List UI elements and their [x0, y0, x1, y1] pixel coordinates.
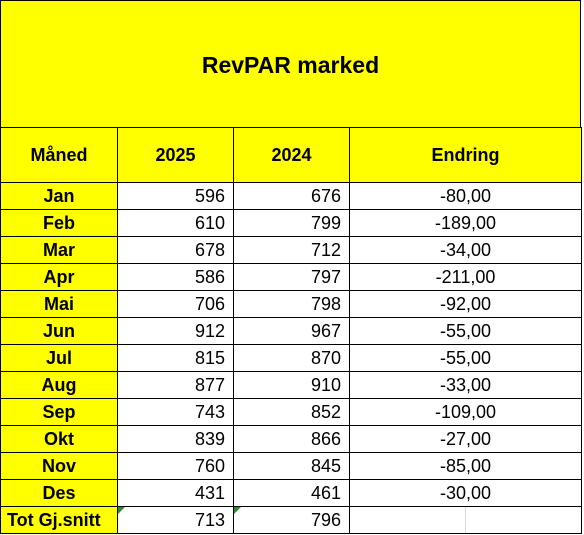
change-cell[interactable]: -85,00: [349, 452, 582, 480]
change-cell[interactable]: -55,00: [349, 344, 582, 372]
table-row: Feb 610 799 -189,00: [0, 209, 582, 237]
month-cell[interactable]: Jun: [0, 317, 118, 345]
month-cell[interactable]: Mar: [0, 236, 118, 264]
change-cell[interactable]: -27,00: [349, 425, 582, 453]
header-change[interactable]: Endring: [349, 127, 582, 183]
value-2024-cell[interactable]: 799: [233, 209, 350, 237]
value-2025-cell[interactable]: 743: [117, 398, 234, 426]
value-2025-cell[interactable]: 877: [117, 371, 234, 399]
total-label-cell[interactable]: Tot Gj.snitt: [0, 506, 118, 534]
month-cell[interactable]: Aug: [0, 371, 118, 399]
value-2024-cell[interactable]: 910: [233, 371, 350, 399]
revpar-table: Måned 2025 2024 Endring Jan 596 676 -80,00 F…: [0, 127, 582, 534]
month-cell[interactable]: Des: [0, 479, 118, 507]
value-2024-cell[interactable]: 461: [233, 479, 350, 507]
value-2024-cell[interactable]: 852: [233, 398, 350, 426]
value-2025-cell[interactable]: 839: [117, 425, 234, 453]
header-row: Måned 2025 2024 Endring: [0, 127, 582, 183]
change-cell[interactable]: -189,00: [349, 209, 582, 237]
total-change-cell[interactable]: [349, 506, 582, 534]
change-cell[interactable]: -34,00: [349, 236, 582, 264]
total-2025-cell[interactable]: 713: [117, 506, 234, 534]
month-cell[interactable]: Feb: [0, 209, 118, 237]
header-month[interactable]: Måned: [0, 127, 118, 183]
table-row: Mar 678 712 -34,00: [0, 236, 582, 264]
value-2025-cell[interactable]: 912: [117, 317, 234, 345]
change-cell[interactable]: -30,00: [349, 479, 582, 507]
total-2024-cell[interactable]: 796: [233, 506, 350, 534]
header-2025[interactable]: 2025: [117, 127, 234, 183]
value-2025-cell[interactable]: 596: [117, 182, 234, 210]
value-2025-cell[interactable]: 431: [117, 479, 234, 507]
value-2025-cell[interactable]: 678: [117, 236, 234, 264]
value-2024-cell[interactable]: 712: [233, 236, 350, 264]
change-cell[interactable]: -80,00: [349, 182, 582, 210]
month-cell[interactable]: Jan: [0, 182, 118, 210]
value-2024-cell[interactable]: 866: [233, 425, 350, 453]
value-2024-cell[interactable]: 967: [233, 317, 350, 345]
table-row: Mai 706 798 -92,00: [0, 290, 582, 318]
month-cell[interactable]: Okt: [0, 425, 118, 453]
value-2024-cell[interactable]: 797: [233, 263, 350, 291]
value-2024-cell[interactable]: 798: [233, 290, 350, 318]
total-row: Tot Gj.snitt 713 796: [0, 506, 582, 534]
value-2025-cell[interactable]: 815: [117, 344, 234, 372]
change-cell[interactable]: -33,00: [349, 371, 582, 399]
month-cell[interactable]: Nov: [0, 452, 118, 480]
month-cell[interactable]: Mai: [0, 290, 118, 318]
title-cell[interactable]: RevPAR marked: [0, 0, 581, 128]
change-cell[interactable]: -109,00: [349, 398, 582, 426]
value-2024-cell[interactable]: 845: [233, 452, 350, 480]
month-cell[interactable]: Jul: [0, 344, 118, 372]
table-row: Jun 912 967 -55,00: [0, 317, 582, 345]
table-row: Jul 815 870 -55,00: [0, 344, 582, 372]
table-row: Des 431 461 -30,00: [0, 479, 582, 507]
value-2024-cell[interactable]: 870: [233, 344, 350, 372]
table-row: Aug 877 910 -33,00: [0, 371, 582, 399]
table-row: Jan 596 676 -80,00: [0, 182, 582, 210]
value-2024-cell[interactable]: 676: [233, 182, 350, 210]
change-cell[interactable]: -211,00: [349, 263, 582, 291]
table-row: Nov 760 845 -85,00: [0, 452, 582, 480]
value-2025-cell[interactable]: 610: [117, 209, 234, 237]
header-2024[interactable]: 2024: [233, 127, 350, 183]
table-row: Apr 586 797 -211,00: [0, 263, 582, 291]
table-row: Okt 839 866 -27,00: [0, 425, 582, 453]
table-row: Sep 743 852 -109,00: [0, 398, 582, 426]
change-cell[interactable]: -55,00: [349, 317, 582, 345]
month-cell[interactable]: Apr: [0, 263, 118, 291]
change-cell[interactable]: -92,00: [349, 290, 582, 318]
page-title: RevPAR marked: [201, 51, 380, 78]
month-cell[interactable]: Sep: [0, 398, 118, 426]
value-2025-cell[interactable]: 586: [117, 263, 234, 291]
value-2025-cell[interactable]: 706: [117, 290, 234, 318]
value-2025-cell[interactable]: 760: [117, 452, 234, 480]
